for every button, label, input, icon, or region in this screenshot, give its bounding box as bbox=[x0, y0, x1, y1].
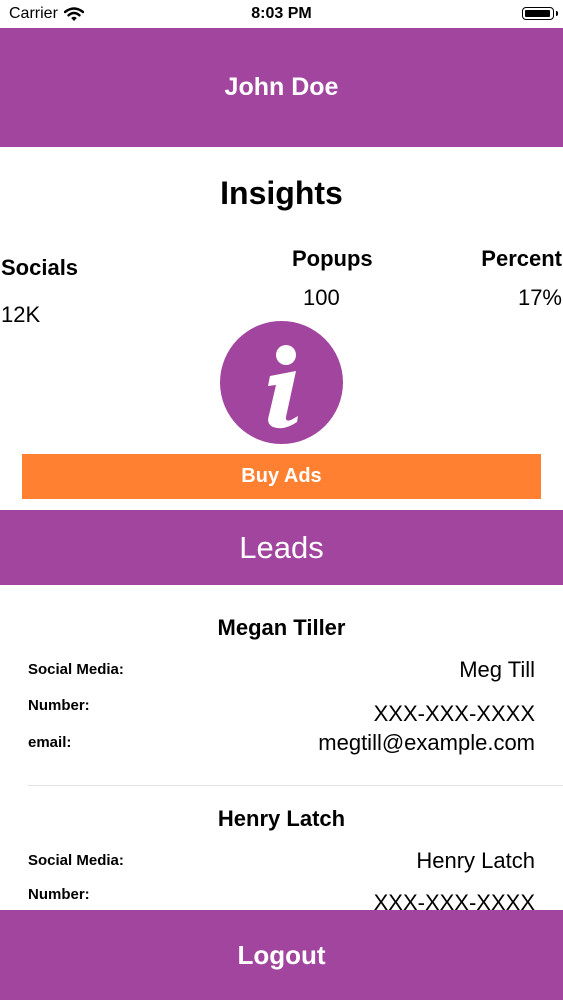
number-value: XXX-XXX-XXXX bbox=[373, 890, 535, 910]
stat-value-percent: 17% bbox=[517, 285, 562, 310]
email-label: email: bbox=[28, 734, 72, 751]
stat-label-percent: Percent bbox=[481, 246, 562, 271]
carrier-label: Carrier bbox=[9, 5, 58, 22]
social-media-value: Henry Latch bbox=[416, 848, 535, 873]
status-left: Carrier bbox=[9, 5, 84, 23]
lead-card[interactable]: Megan Tiller Social Media: Meg Till Numb… bbox=[0, 585, 563, 786]
lead-divider bbox=[28, 785, 563, 786]
number-value: XXX-XXX-XXXX bbox=[373, 701, 535, 726]
status-bar: Carrier 8:03 PM bbox=[0, 0, 563, 28]
social-media-label: Social Media: bbox=[28, 852, 124, 869]
stat-label-socials: Socials bbox=[1, 255, 79, 280]
lead-name: Megan Tiller bbox=[217, 615, 346, 640]
social-media-value: Meg Till bbox=[459, 657, 535, 682]
stat-label-popups: Popups bbox=[292, 246, 373, 271]
battery-level bbox=[525, 10, 550, 17]
profile-header: John Doe bbox=[0, 28, 563, 147]
leads-header: Leads bbox=[0, 510, 563, 585]
insights-title: Insights bbox=[220, 175, 343, 211]
info-icon bbox=[220, 321, 343, 444]
number-label: Number: bbox=[28, 886, 90, 903]
user-name: John Doe bbox=[224, 73, 339, 101]
email-value: megtill@example.com bbox=[318, 730, 535, 755]
wifi-icon bbox=[63, 6, 84, 21]
battery-icon bbox=[522, 7, 558, 20]
logout-button[interactable]: Logout bbox=[0, 910, 563, 1000]
number-label: Number: bbox=[28, 697, 90, 714]
buy-ads-button[interactable]: Buy Ads bbox=[22, 454, 541, 499]
leads-list[interactable]: Megan Tiller Social Media: Meg Till Numb… bbox=[0, 585, 563, 910]
lead-name: Henry Latch bbox=[217, 806, 346, 831]
stat-value-socials: 12K bbox=[1, 302, 41, 327]
stat-value-popups: 100 bbox=[303, 285, 340, 310]
lead-card[interactable]: Henry Latch Social Media: Henry Latch Nu… bbox=[0, 785, 563, 910]
leads-title: Leads bbox=[239, 529, 324, 565]
status-time: 8:03 PM bbox=[251, 5, 312, 22]
social-media-label: Social Media: bbox=[28, 661, 124, 678]
